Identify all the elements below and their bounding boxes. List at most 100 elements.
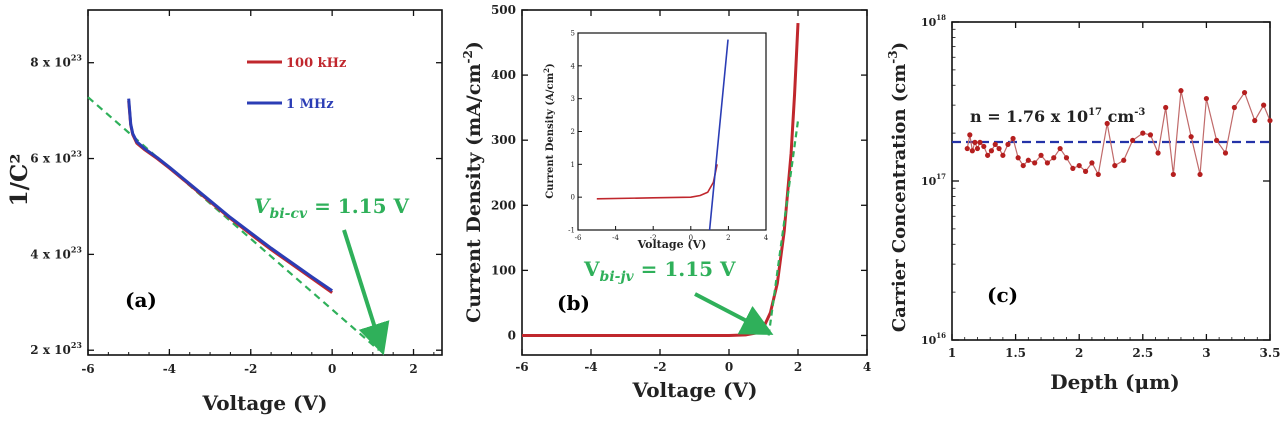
c-data-point	[1170, 171, 1176, 178]
panel-b-ylabel-exp: -2	[461, 50, 475, 63]
vbi-cv-main: V	[254, 194, 272, 218]
c-ytick-label: 1016	[921, 331, 946, 347]
b-xtick-label: 4	[863, 360, 871, 374]
a-ytick-label: 2 x 1023	[30, 340, 82, 357]
a-xtick-label: 0	[328, 362, 336, 376]
inset-ylabel-text: Current Density (A/cm	[545, 72, 556, 198]
c-data-point	[1197, 171, 1203, 178]
c-data-point	[1000, 152, 1006, 158]
c-data-point	[1032, 160, 1038, 166]
vbi-cv-sub: bi-cv	[270, 206, 308, 222]
c-data-point	[964, 145, 970, 152]
panel-b-ylabel-text: Current Density (mA/cm	[463, 63, 485, 322]
c-data-point	[988, 148, 995, 154]
panel-b: -6 -4 -2 0 2 4 0 100 200 300 400 500 -6 -4 -2 0 2 4 -1 0…	[461, 3, 871, 402]
panel-c-xlabel: Depth (μm)	[1050, 370, 1180, 394]
c-xtick-label: 1	[948, 346, 956, 360]
c-xtick-label: 2	[1075, 346, 1083, 360]
c-data-point	[1095, 171, 1101, 178]
a-ytick-label-exp: 23	[71, 340, 83, 350]
panel-b-frame	[521, 9, 868, 356]
panel-a-ylabel: 1/C²	[6, 154, 33, 207]
c-data-point	[1025, 157, 1031, 163]
c-xtick-label: 3	[1202, 346, 1210, 360]
c-data-point	[1267, 117, 1273, 124]
c-ytick-label-exp: 16	[936, 331, 946, 340]
c-data-point	[1010, 135, 1016, 142]
c-data-point	[1063, 155, 1070, 161]
c-data-point	[974, 145, 981, 152]
vbi-cv-arrow	[342, 229, 390, 356]
c-data-point	[1020, 162, 1026, 169]
panel-a-label: (a)	[125, 288, 157, 312]
c-xtick-label: 1.5	[1005, 346, 1026, 360]
c-data-point	[1070, 165, 1076, 172]
inset-ytick-label: 2	[571, 128, 575, 136]
panel-c-ylabel-exp: -3	[886, 50, 900, 63]
c-data-point	[985, 152, 991, 158]
a-ytick-label-mant: 4 x 10	[30, 247, 71, 261]
b-ytick-label: 500	[491, 3, 516, 17]
panel-b-label: (b)	[557, 291, 590, 315]
c-data-point	[1038, 152, 1044, 158]
a-ytick-label: 8 x 1023	[30, 53, 82, 70]
c-data-point	[1121, 157, 1127, 163]
inset-ytick-label: 5	[571, 30, 575, 38]
c-data-point	[1057, 145, 1063, 152]
panel-b-xlabel: Voltage (V)	[632, 378, 758, 402]
inset-ytick-label: 3	[571, 95, 575, 103]
c-data-point	[1163, 104, 1169, 111]
c-data-point	[1082, 168, 1089, 174]
ref-label-unit: cm	[1102, 107, 1134, 126]
b-ytick-label: 300	[491, 133, 516, 147]
inset-xtick-label: 4	[764, 234, 769, 242]
inset-series-linear	[596, 164, 718, 200]
a-ytick-label-exp: 23	[71, 244, 83, 254]
inset-xtick-label: 2	[726, 234, 730, 242]
b-xtick-label: -2	[653, 360, 666, 374]
a-ytick-label-exp: 23	[71, 149, 83, 159]
c-data-point	[1213, 137, 1220, 144]
inset-ytick-label: 4	[571, 62, 576, 70]
c-data-point	[981, 143, 987, 150]
ref-label-unit-exp: -3	[1134, 107, 1145, 118]
inset-xtick-label: -2	[650, 234, 657, 242]
inset-xtick-label: -4	[612, 234, 619, 242]
a-ytick-label-mant: 2 x 10	[30, 343, 71, 357]
c-data-point	[972, 139, 978, 145]
vbi-jv-main: V	[583, 257, 600, 281]
panel-c-ylabel: Carrier Concentration (cm-3)	[886, 42, 910, 332]
a-xtick-label: -6	[81, 362, 94, 376]
inset-ylabel-exp: 2	[542, 68, 551, 73]
inset-frame	[577, 32, 767, 231]
c-data-point	[1147, 132, 1154, 138]
b-ytick-label: 100	[491, 263, 516, 277]
c-ytick-label-mant: 10	[921, 16, 937, 29]
b-xtick-label: -4	[584, 360, 597, 374]
c-data-point	[969, 148, 975, 154]
panel-a-xlabel: Voltage (V)	[202, 391, 328, 415]
c-data-point	[1089, 160, 1095, 166]
a-ytick-label: 6 x 1023	[30, 149, 82, 166]
b-ytick-label: 400	[491, 68, 516, 82]
c-data-point	[1112, 162, 1118, 169]
c-data-point	[1140, 130, 1146, 136]
c-data-point	[1104, 120, 1110, 127]
c-xtick-label: 3.5	[1260, 346, 1280, 360]
c-data-point	[996, 145, 1002, 152]
carrier-reference-label: n = 1.76 x 1017 cm-3	[970, 107, 1145, 126]
c-series-line	[966, 90, 1271, 177]
a-ytick-label-mant: 6 x 10	[30, 152, 71, 166]
inset-ylabel: Current Density (A/cm2)	[542, 63, 556, 199]
b-xtick-label: -6	[515, 360, 528, 374]
a-ytick-label-mant: 8 x 10	[30, 56, 71, 70]
a-xtick-label: -2	[244, 362, 257, 376]
a-ytick-label-exp: 23	[71, 53, 83, 63]
inset-plot: -6 -4 -2 0 2 4 -1 0 1 2 3 4 5 Voltage (V) Current D…	[542, 30, 769, 252]
legend-label-100khz: 100 kHz	[286, 56, 346, 71]
a-xtick-label: 2	[409, 362, 417, 376]
c-ytick-label-mant: 10	[921, 175, 937, 188]
c-data-point	[1178, 88, 1184, 94]
panel-c-label: (c)	[987, 283, 1018, 307]
